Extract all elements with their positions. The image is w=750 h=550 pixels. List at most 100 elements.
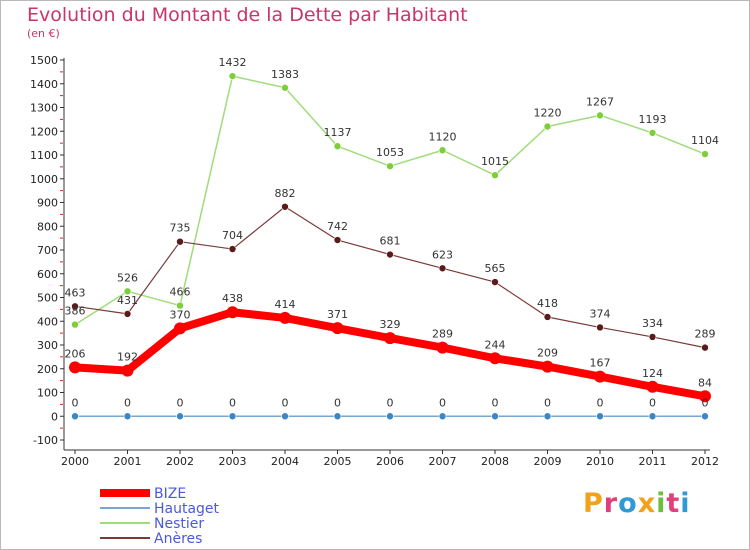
- y-tick-label: 0: [51, 410, 58, 423]
- legend-label-hautaget: Hautaget: [154, 501, 220, 517]
- data-label-bize: 206: [65, 347, 86, 360]
- point-aneres: [71, 302, 79, 311]
- data-label-nestier: 1432: [219, 56, 247, 69]
- brand-letter: P: [583, 488, 604, 519]
- brand-letter: i: [656, 488, 667, 519]
- data-label-aneres: 742: [327, 220, 348, 233]
- point-bize: [226, 306, 239, 319]
- y-tick-label: 900: [37, 197, 58, 210]
- point-hautaget: [281, 412, 289, 421]
- legend-label-nestier: Nestier: [154, 516, 204, 532]
- point-nestier: [386, 162, 394, 170]
- point-bize: [174, 322, 186, 335]
- data-label-hautaget: 0: [72, 396, 79, 409]
- data-label-bize: 414: [275, 298, 296, 311]
- point-aneres: [596, 323, 604, 332]
- data-label-hautaget: 0: [544, 396, 551, 409]
- x-tick-label: 2007: [429, 455, 457, 468]
- point-bize: [541, 360, 554, 373]
- x-tick-label: 2002: [166, 455, 194, 468]
- point-nestier: [228, 72, 237, 80]
- data-label-aneres: 418: [537, 297, 558, 310]
- x-tick-label: 2012: [691, 455, 719, 468]
- data-label-bize: 192: [117, 351, 138, 364]
- point-aneres: [123, 310, 132, 318]
- point-bize: [384, 332, 396, 345]
- point-bize: [436, 341, 449, 354]
- y-tick-label: 100: [37, 387, 58, 400]
- point-nestier: [491, 171, 499, 179]
- data-label-hautaget: 0: [387, 396, 394, 409]
- data-label-bize: 244: [485, 338, 506, 351]
- data-label-nestier: 1383: [271, 68, 299, 81]
- point-bize: [646, 380, 659, 393]
- data-label-bize: 84: [698, 376, 712, 389]
- y-tick-label: 200: [37, 363, 58, 376]
- data-label-bize: 167: [590, 357, 611, 370]
- data-label-aneres: 565: [485, 262, 506, 275]
- data-label-aneres: 735: [170, 222, 191, 235]
- data-label-bize: 438: [222, 292, 243, 305]
- point-aneres: [228, 245, 237, 253]
- data-label-bize: 209: [537, 347, 558, 360]
- data-label-nestier: 1053: [376, 146, 404, 159]
- axes: -100010020030040050060070080090010001100…: [30, 54, 719, 468]
- point-hautaget: [596, 412, 604, 421]
- y-tick-label: 1100: [30, 149, 58, 162]
- point-hautaget: [123, 412, 132, 421]
- y-tick-label: 800: [37, 220, 58, 233]
- point-hautaget: [701, 412, 709, 421]
- data-label-nestier: 1104: [691, 134, 719, 147]
- x-tick-label: 2001: [114, 455, 142, 468]
- point-hautaget: [438, 412, 447, 421]
- legend-label-bize: BIZE: [154, 486, 186, 502]
- y-tick-label: -100: [33, 434, 58, 447]
- point-bize: [594, 370, 606, 383]
- data-label-bize: 289: [432, 328, 453, 341]
- x-tick-label: 2009: [534, 455, 562, 468]
- point-hautaget: [648, 412, 657, 421]
- data-label-hautaget: 0: [702, 396, 709, 409]
- chart-title: Evolution du Montant de la Dette par Hab…: [27, 4, 468, 26]
- data-label-nestier: 1015: [481, 155, 509, 168]
- x-tick-label: 2011: [639, 455, 667, 468]
- data-label-bize: 124: [642, 367, 663, 380]
- point-hautaget: [71, 412, 79, 421]
- point-hautaget: [333, 412, 342, 421]
- point-bize: [279, 311, 291, 324]
- data-label-aneres: 431: [117, 294, 138, 307]
- y-tick-label: 500: [37, 292, 58, 305]
- point-hautaget: [491, 412, 499, 421]
- data-label-hautaget: 0: [334, 396, 341, 409]
- brand-letter: r: [603, 488, 619, 519]
- data-label-aneres: 704: [222, 229, 243, 242]
- y-tick-label: 1400: [30, 78, 58, 91]
- point-aneres: [438, 264, 447, 273]
- data-label-aneres: 334: [642, 317, 663, 330]
- point-nestier: [701, 150, 709, 158]
- x-tick-label: 2000: [61, 455, 89, 468]
- data-label-hautaget: 0: [597, 396, 604, 409]
- point-bize: [489, 352, 501, 365]
- data-label-bize: 370: [170, 308, 191, 321]
- x-tick-label: 2004: [271, 455, 299, 468]
- point-aneres: [176, 237, 184, 246]
- data-label-nestier: 1137: [324, 126, 352, 139]
- data-labels: 0 0 0 0 0 0 0 0 0 0 0 0 0 386 526 466 1432 1383 1137 1053 11…: [65, 56, 720, 409]
- x-tick-label: 2003: [219, 455, 247, 468]
- data-label-aneres: 289: [695, 328, 716, 341]
- point-nestier: [333, 142, 342, 151]
- point-nestier: [596, 111, 604, 120]
- legend-label-aneres: Anères: [154, 531, 202, 547]
- brand-letter: i: [680, 488, 691, 519]
- data-label-nestier: 1193: [639, 113, 667, 126]
- x-tick-label: 2006: [376, 455, 404, 468]
- point-bize: [699, 390, 711, 403]
- y-tick-label: 1500: [30, 54, 58, 67]
- x-tick-label: 2008: [481, 455, 509, 468]
- point-hautaget: [386, 412, 394, 421]
- data-label-aneres: 882: [275, 187, 296, 200]
